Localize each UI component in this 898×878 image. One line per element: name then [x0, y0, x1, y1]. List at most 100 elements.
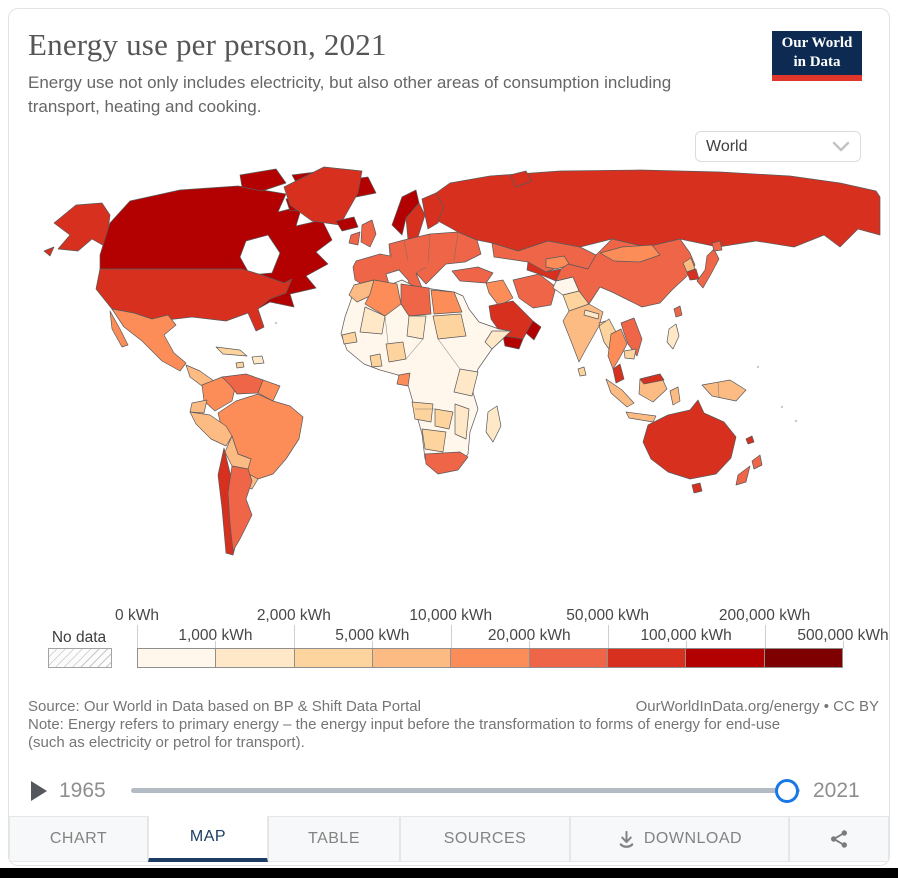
country-tasmania[interactable]	[691, 482, 703, 494]
timeline-handle[interactable]	[775, 779, 799, 803]
legend-segment[interactable]	[372, 649, 452, 667]
country-greenland[interactable]	[283, 166, 363, 226]
country-new-zealand-north[interactable]	[751, 454, 763, 470]
page-title: Energy use per person, 2021	[28, 27, 387, 62]
country-japan-hokkaido[interactable]	[711, 240, 723, 252]
country-new-guinea[interactable]	[701, 379, 747, 402]
country-india[interactable]	[562, 303, 604, 363]
country-arctic-islands[interactable]	[239, 168, 287, 192]
country-libya[interactable]	[400, 283, 432, 317]
country-namibia-botswana[interactable]	[421, 428, 447, 453]
country-alaska[interactable]	[53, 202, 111, 252]
country-nigeria[interactable]	[385, 341, 407, 363]
country-nepal[interactable]	[583, 309, 600, 320]
country-new-zealand-south[interactable]	[735, 465, 751, 486]
tab-table[interactable]: TABLE	[268, 816, 400, 862]
timeline-track[interactable]	[131, 788, 800, 793]
tab-sources-label: SOURCES	[443, 830, 527, 847]
country-morocco[interactable]	[348, 279, 375, 303]
country-cambodia[interactable]	[623, 348, 637, 360]
legend-segment[interactable]	[294, 649, 373, 667]
tab-map-label: MAP	[189, 828, 227, 845]
tab-sources[interactable]: SOURCES	[400, 816, 570, 862]
country-ireland[interactable]	[348, 231, 361, 246]
country-zambia[interactable]	[434, 408, 454, 430]
country-sweden[interactable]	[405, 202, 426, 241]
legend-no-data-swatch[interactable]	[48, 648, 112, 668]
country-uzbekistan[interactable]	[545, 255, 571, 270]
country-senegal[interactable]	[341, 331, 358, 345]
play-icon[interactable]	[31, 781, 47, 801]
legend-tick-label: 0 kWh	[115, 607, 159, 624]
tab-chart[interactable]: CHART	[9, 816, 148, 862]
country-indonesia-sulawesi[interactable]	[669, 386, 681, 406]
legend-segment[interactable]	[216, 649, 295, 667]
country-yemen[interactable]	[502, 335, 524, 350]
country-iraq-syria[interactable]	[485, 279, 514, 307]
country-egypt[interactable]	[430, 289, 463, 315]
country-malaysia[interactable]	[612, 363, 625, 384]
entity-dropdown[interactable]: World	[695, 131, 861, 162]
country-china[interactable]	[555, 238, 696, 308]
country-chad[interactable]	[406, 315, 427, 340]
country-philippines[interactable]	[666, 323, 680, 350]
country-mongolia[interactable]	[599, 244, 661, 263]
country-sudan[interactable]	[432, 313, 467, 340]
country-indonesia-sumatra[interactable]	[605, 378, 635, 408]
country-ecuador[interactable]	[189, 399, 208, 414]
country-japan[interactable]	[696, 248, 720, 289]
country-mexico-baja[interactable]	[109, 310, 129, 348]
country-aleutians[interactable]	[43, 246, 55, 257]
country-russia[interactable]	[435, 169, 881, 252]
legend-tick-label: 200,000 kWh	[718, 607, 811, 624]
legend-segment[interactable]	[764, 649, 842, 667]
tab-map[interactable]: MAP	[148, 816, 268, 862]
country-australia[interactable]	[642, 399, 737, 480]
owid-logo[interactable]: Our World in Data	[772, 31, 862, 81]
country-malaysia-borneo[interactable]	[639, 373, 665, 385]
country-jamaica[interactable]	[235, 361, 245, 369]
country-angola[interactable]	[411, 401, 434, 423]
country-novaya-zemlya[interactable]	[509, 170, 533, 188]
country-argentina[interactable]	[227, 465, 253, 552]
small-island	[780, 405, 784, 409]
legend-tick	[686, 641, 688, 648]
region-africa[interactable]	[340, 279, 512, 474]
world-map[interactable]	[40, 163, 882, 595]
country-mali[interactable]	[359, 306, 386, 335]
country-uk[interactable]	[360, 219, 377, 248]
legend-segment[interactable]	[607, 649, 687, 667]
country-vietnam-laos[interactable]	[620, 317, 643, 357]
country-cuba[interactable]	[215, 346, 248, 357]
country-kenya-tanzania[interactable]	[453, 368, 479, 397]
legend-segment[interactable]	[451, 649, 530, 667]
country-peru[interactable]	[189, 411, 233, 447]
tab-share[interactable]	[789, 816, 889, 862]
country-south-africa[interactable]	[424, 451, 469, 475]
legend-segment[interactable]	[138, 649, 217, 667]
country-ghana[interactable]	[369, 353, 383, 368]
country-hispaniola[interactable]	[251, 355, 265, 365]
legend-tick-label: 5,000 kWh	[335, 627, 410, 644]
country-iceland[interactable]	[335, 216, 359, 232]
attribution-link[interactable]: OurWorldInData.org/energy • CC BY	[635, 698, 879, 715]
country-madagascar[interactable]	[485, 405, 502, 443]
country-mozambique[interactable]	[454, 403, 470, 440]
country-thailand[interactable]	[607, 328, 628, 370]
tab-download[interactable]: DOWNLOAD	[570, 816, 789, 862]
hudson-bay	[239, 234, 281, 276]
country-new-caledonia[interactable]	[745, 435, 755, 445]
country-gabon[interactable]	[396, 372, 411, 387]
chart-card: Energy use per person, 2021 Energy use n…	[8, 8, 890, 866]
country-mexico[interactable]	[111, 308, 187, 372]
country-somalia[interactable]	[484, 330, 512, 350]
entity-dropdown-value: World	[706, 137, 748, 155]
country-oman[interactable]	[525, 320, 542, 341]
country-sri-lanka[interactable]	[577, 366, 587, 377]
country-iran[interactable]	[512, 273, 557, 309]
country-indonesia-java[interactable]	[625, 411, 657, 423]
country-taiwan[interactable]	[673, 305, 683, 318]
legend-segment[interactable]	[686, 649, 765, 667]
legend-segment[interactable]	[529, 649, 608, 667]
country-turkey[interactable]	[451, 266, 494, 284]
